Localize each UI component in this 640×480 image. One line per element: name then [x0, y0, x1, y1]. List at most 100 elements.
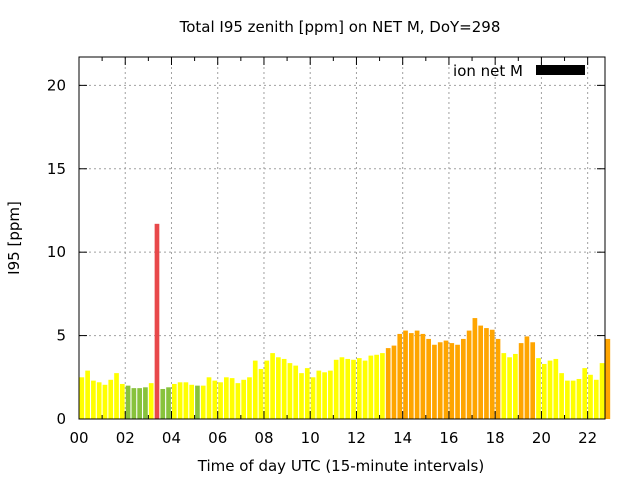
bar — [299, 373, 304, 419]
bar — [403, 330, 408, 419]
bar — [339, 357, 345, 419]
bar — [96, 382, 102, 419]
bar — [114, 373, 119, 419]
bar — [518, 343, 524, 419]
bar — [437, 342, 443, 419]
x-tick-label: 10 — [301, 429, 320, 447]
y-tick-label: 10 — [47, 243, 66, 261]
bar — [443, 340, 449, 419]
bar — [576, 378, 582, 419]
bar — [501, 353, 507, 419]
bar — [241, 379, 247, 419]
legend-swatch — [536, 65, 585, 75]
grid — [79, 57, 605, 419]
bar — [143, 387, 148, 419]
bar — [414, 330, 420, 419]
bar — [148, 383, 154, 419]
bar — [380, 353, 385, 419]
bar — [368, 355, 374, 419]
bar — [212, 380, 218, 419]
x-tick-label: 12 — [347, 429, 366, 447]
bar — [593, 379, 599, 419]
bar — [189, 384, 195, 419]
y-tick-label: 20 — [47, 76, 66, 94]
bar — [102, 384, 108, 419]
bar — [460, 338, 466, 419]
bar — [547, 360, 553, 419]
plot-frame — [78, 56, 606, 420]
bar — [582, 368, 588, 419]
bar — [362, 360, 368, 419]
bar — [420, 333, 426, 419]
bar — [391, 345, 397, 419]
bar — [484, 328, 489, 419]
legend-label: ion net M — [453, 62, 523, 80]
bar — [293, 365, 299, 419]
bar — [252, 360, 258, 419]
x-tick-label: 22 — [578, 429, 597, 447]
bar — [85, 370, 90, 419]
bar — [374, 354, 379, 419]
bar — [333, 359, 339, 419]
bar — [426, 338, 431, 419]
bar — [432, 344, 437, 419]
bar — [264, 360, 270, 419]
bar — [171, 383, 177, 419]
bar — [166, 387, 171, 419]
x-tick-label: 14 — [393, 429, 412, 447]
bar — [137, 388, 142, 419]
x-tick-label: 02 — [116, 429, 135, 447]
bar — [160, 388, 166, 419]
bar — [247, 377, 252, 419]
bar — [449, 343, 455, 419]
bar — [570, 380, 576, 419]
bar — [218, 382, 223, 419]
bar — [229, 378, 235, 419]
axis-ticks: 0 5 10 15 20 00 02 04 06 08 10 12 14 16 18 20 22 — [47, 57, 605, 447]
bar — [408, 333, 414, 419]
bars — [79, 223, 611, 419]
x-tick-label: 00 — [69, 429, 88, 447]
bar — [345, 358, 351, 419]
bar — [322, 372, 327, 419]
bar — [559, 373, 564, 419]
bar — [91, 380, 96, 419]
bar — [224, 377, 229, 419]
bar — [316, 370, 322, 419]
bar — [489, 329, 495, 419]
x-tick-label: 06 — [208, 429, 227, 447]
y-tick-label: 0 — [56, 410, 66, 428]
bar — [553, 358, 559, 419]
bar — [195, 385, 200, 419]
bar — [79, 377, 85, 419]
x-tick-label: 04 — [162, 429, 181, 447]
bar — [206, 377, 212, 419]
bar — [541, 363, 547, 419]
bar — [356, 358, 362, 419]
bar — [119, 383, 125, 419]
bar — [281, 358, 287, 419]
y-tick-label: 15 — [47, 160, 66, 178]
bar — [183, 382, 189, 419]
bar — [125, 385, 131, 419]
bar — [235, 383, 241, 419]
bar — [304, 368, 310, 419]
chart-title: Total I95 zenith [ppm] on NET M, DoY=298 — [179, 18, 501, 36]
bar — [131, 388, 137, 419]
x-tick-label: 08 — [254, 429, 273, 447]
bar — [351, 359, 356, 419]
bar — [200, 385, 206, 419]
x-tick-label: 16 — [439, 429, 458, 447]
bar — [328, 370, 333, 419]
bar — [599, 363, 605, 419]
bar — [472, 318, 478, 419]
bar — [513, 353, 518, 419]
y-tick-label: 5 — [56, 327, 66, 345]
bar — [276, 357, 281, 419]
bar — [258, 368, 264, 419]
bar — [605, 338, 611, 419]
bar — [385, 348, 391, 419]
y-axis-label: I95 [ppm] — [5, 201, 23, 275]
bar — [495, 338, 501, 419]
bar — [108, 379, 114, 419]
